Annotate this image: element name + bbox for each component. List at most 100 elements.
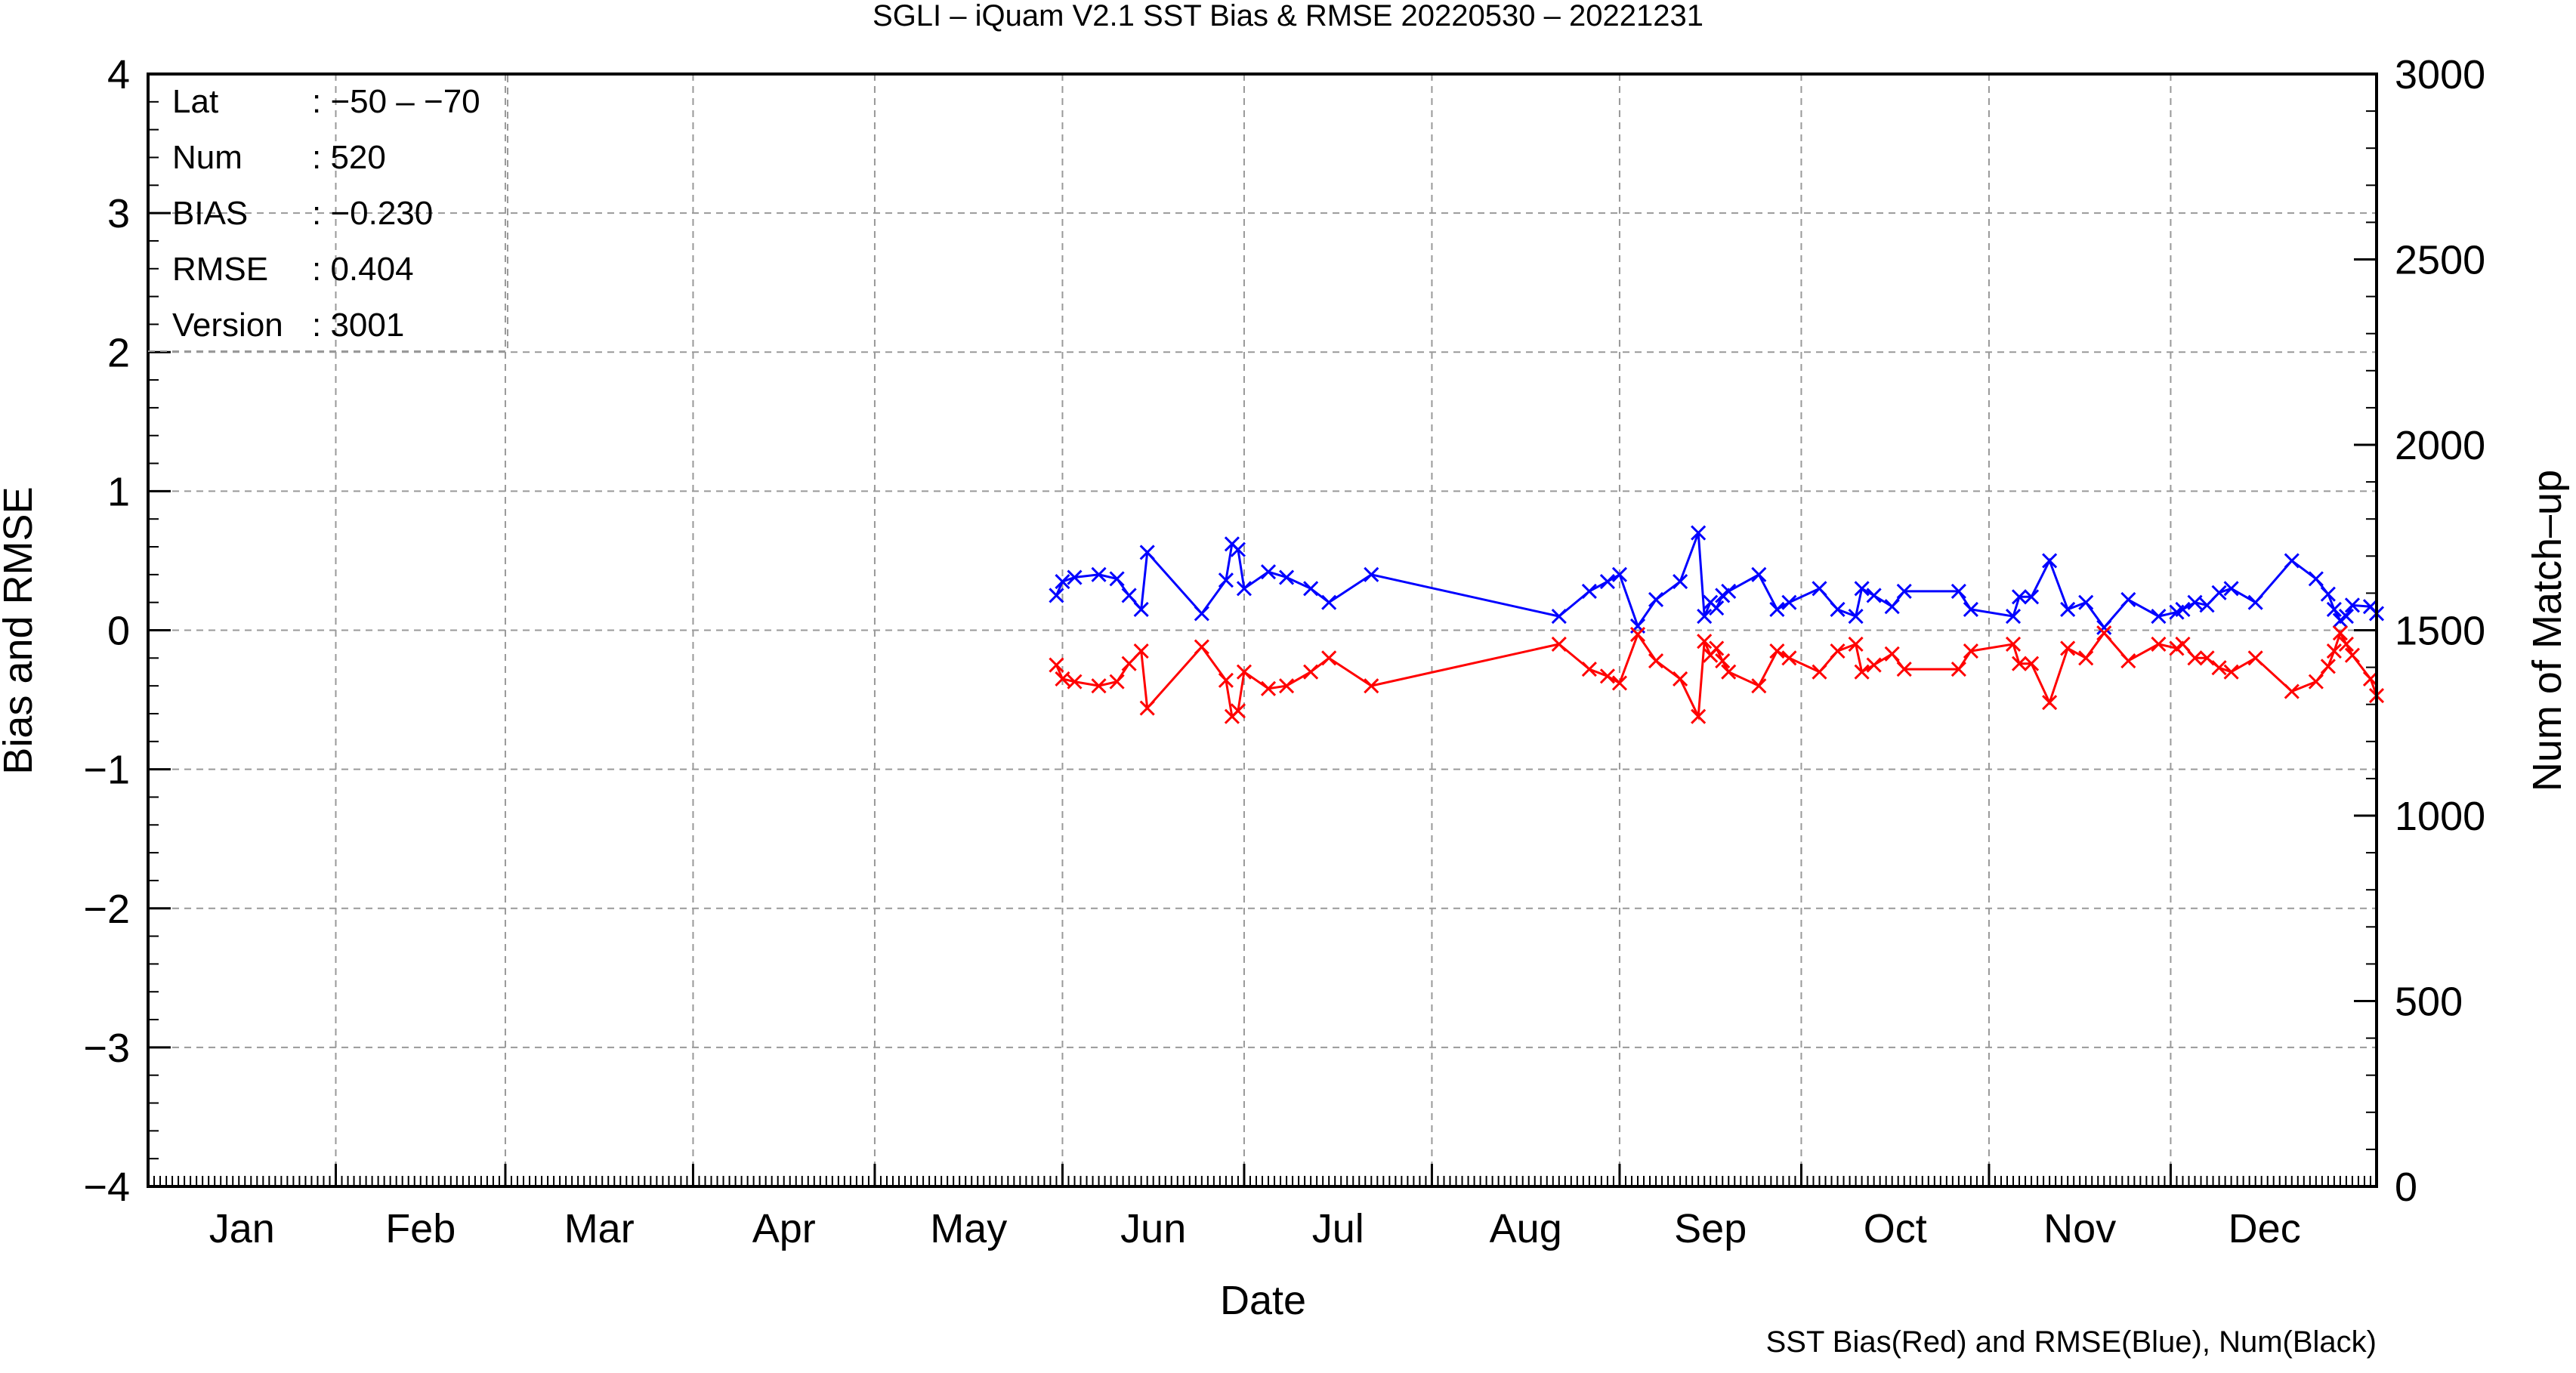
rmse-point [1830,601,1846,617]
bias-point [1751,678,1767,694]
rmse-point [1854,581,1870,597]
bias-point [1230,703,1246,719]
y-tick-label: −1 [83,748,130,793]
bias-point [1629,626,1646,643]
bias-point [1648,653,1664,669]
y2-tick-label: 500 [2395,980,2463,1025]
bias-point [1364,678,1379,694]
y-tick-label: 4 [107,52,130,97]
stats-value: : −50 – −70 [312,83,480,120]
rmse-point [1769,601,1785,617]
y2-tick-label: 0 [2395,1165,2417,1210]
rmse-point [2078,594,2094,610]
rmse-point [1049,588,1064,603]
x-tick-label: Feb [385,1206,456,1251]
rmse-point [2151,609,2167,625]
y-tick-label: −3 [83,1026,130,1071]
rmse-point [1963,601,1978,617]
bias-point [2042,695,2058,711]
y2-tick-label: 3000 [2395,52,2485,97]
rmse-point [1884,599,1900,615]
chart-title: SGLI – iQuam V2.1 SST Bias & RMSE 202205… [873,0,1703,32]
bias-point [1963,643,1978,659]
bias-point [2284,683,2300,699]
rmse-point [1781,594,1797,610]
bias-point [2211,660,2227,676]
rmse-point [1133,601,1149,617]
bias-point [2362,671,2379,687]
rmse-point [1260,564,1277,580]
stats-value: : 3001 [312,307,404,344]
bias-point [1218,672,1234,688]
bias-point [2199,650,2215,666]
rmse-point [1055,573,1070,590]
bias-point [1551,636,1567,652]
bias-point [1866,657,1882,673]
bias-point [1049,657,1064,673]
bias-point [1091,678,1107,694]
rmse-point [1279,569,1295,585]
grid-layer [148,74,2377,1186]
x-tick-label: Apr [752,1206,816,1251]
stats-box: Lat : −50 – −70 Num : 520 BIAS : −0.230 RMSE : … [148,74,508,352]
bias-point [1691,708,1707,724]
bias-point [1769,643,1785,659]
x-tick-label: Aug [1490,1206,1562,1251]
series-layer [1049,525,2385,724]
bias-point [1236,664,1252,680]
stats-label: Num [172,139,242,176]
rmse-point [1551,609,1567,625]
bias-point [1697,634,1713,649]
bias-point [1673,671,1688,687]
rmse-point [2247,594,2263,610]
bias-point [1055,671,1070,687]
rmse-point [1303,581,1319,597]
bias-point [1279,678,1295,694]
x-tick-label: Jul [1312,1206,1364,1251]
bias-point [2308,674,2324,690]
rmse-point [1364,566,1379,582]
bias-point [1721,664,1737,680]
bias-point [2060,640,2076,656]
rmse-point [1951,583,1966,600]
rmse-point [2338,609,2354,625]
stats-value: : −0.230 [312,195,433,232]
bias-point [2175,636,2191,652]
rmse-point [1866,588,1882,603]
rmse-point [2175,601,2191,617]
bias-point [2338,636,2354,652]
bias-point [1830,643,1846,659]
bias-point [2151,636,2167,652]
bias-point [1109,674,1125,690]
rmse-point [1896,583,1912,600]
bias-point [1854,664,1870,680]
y2-axis-label: Num of Match–up [2525,470,2570,791]
rmse-point [2320,586,2336,602]
stats-value: : 520 [312,139,386,176]
rmse-point [1697,609,1713,625]
bias-point [2005,636,2022,652]
stats-label: Lat [172,83,218,120]
x-axis-label: Date [1220,1278,1306,1323]
stats-label: BIAS [172,195,248,232]
bias-point [1896,661,1912,677]
x-tick-label: Sep [1674,1206,1747,1251]
bias-point [1599,668,1615,684]
bias-point [1121,656,1137,671]
rmse-point [1812,581,1827,597]
stats-label: RMSE [172,251,268,288]
rmse-point [1691,525,1707,541]
bias-point [2326,643,2342,659]
rmse-point [1581,583,1597,600]
bias-point [2187,650,2203,666]
rmse-point [1709,600,1725,616]
x-tick-label: Jun [1120,1206,1186,1251]
bias-point [1260,680,1277,696]
rmse-point [1236,581,1252,597]
bias-point [2223,664,2239,680]
y-tick-label: 1 [107,469,130,514]
rmse-point [1648,591,1664,608]
bias-point [2078,650,2094,666]
